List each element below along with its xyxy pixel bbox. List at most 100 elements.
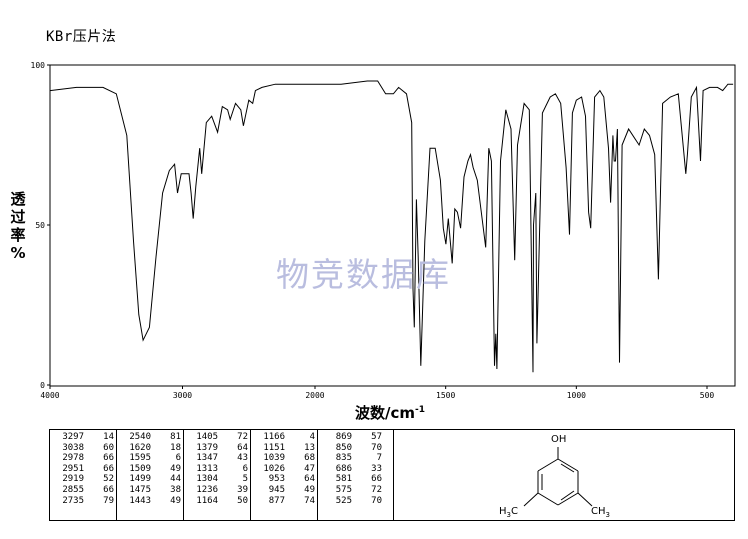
peak-table-divider: [250, 430, 251, 520]
peak-transmittance: 66: [103, 463, 114, 474]
peak-row: 1620 18: [119, 443, 181, 454]
x-axis-label: 波数/cm-1: [355, 402, 425, 423]
plot-frame: [49, 64, 736, 387]
peak-row: 1039 68: [253, 453, 315, 464]
x-axis-ticks: 4000 3000 2000 1500 1000 500: [40, 386, 714, 400]
peak-table-column: 2540 81 1620 18 1595 6 1509 49 1499 44 1475 38 1443 4…: [119, 432, 181, 518]
peak-row: 1313 6: [186, 464, 248, 475]
peak-row: 1443 49: [119, 496, 181, 507]
peak-transmittance: 14: [103, 432, 114, 442]
oh-label: OH: [551, 434, 567, 445]
ring-bond-1: [557, 458, 579, 472]
peak-transmittance: 57: [371, 432, 382, 442]
x-tick-label: 1000: [567, 391, 586, 400]
peak-transmittance: 60: [103, 442, 114, 453]
peak-wavenumber: 3038: [62, 442, 84, 453]
peak-transmittance: 47: [304, 463, 315, 474]
peak-transmittance: 50: [237, 495, 248, 506]
peak-wavenumber: 686: [335, 463, 352, 474]
peak-table-column: 1166 4 1151 13 1039 68 1026 47 953 64 945 49 877 74: [253, 432, 315, 518]
x-axis-label-text: 波数/cm: [355, 404, 416, 422]
x-tick-label: 500: [700, 391, 715, 400]
peak-table-divider: [116, 430, 117, 520]
structure-diagram: [523, 447, 593, 507]
peak-transmittance: 70: [371, 495, 382, 506]
peak-row: 525 70: [320, 496, 382, 507]
peak-wavenumber: 3297: [62, 432, 84, 442]
peak-wavenumber: 877: [268, 495, 285, 506]
peak-row: 686 33: [320, 464, 382, 475]
peak-row: 2540 81: [119, 432, 181, 443]
peak-transmittance: 13: [304, 442, 315, 453]
peak-transmittance: 72: [237, 432, 248, 442]
ring-double-bond-a: [560, 463, 575, 473]
peak-wavenumber: 1304: [196, 474, 218, 485]
peak-wavenumber: 1499: [129, 474, 151, 485]
peak-transmittance: 49: [170, 463, 181, 474]
peak-row: 1499 44: [119, 474, 181, 485]
peak-transmittance: 66: [103, 453, 114, 464]
right-methyl-ch: CH: [591, 506, 606, 517]
spectrum-line: [49, 80, 734, 373]
structure-panel: OH H3C CH3: [393, 430, 736, 520]
peak-row: 575 72: [320, 485, 382, 496]
y-axis-label-char-2: 过: [10, 208, 26, 226]
peak-transmittance: 5: [242, 474, 248, 485]
x-tick-label: 2000: [305, 391, 324, 400]
peak-transmittance: 49: [170, 495, 181, 506]
peak-transmittance: 4: [309, 432, 315, 442]
peak-wavenumber: 2978: [62, 453, 84, 464]
peak-transmittance: 6: [175, 453, 181, 464]
peak-wavenumber: 1379: [196, 442, 218, 453]
peak-transmittance: 52: [103, 474, 114, 485]
peak-wavenumber: 1166: [263, 432, 285, 442]
peak-wavenumber: 581: [335, 474, 352, 485]
peak-transmittance: 81: [170, 432, 181, 442]
ir-spectrum-chart: 4000 3000 2000 1500 1000 500 0 50 100: [31, 61, 736, 400]
peak-row: 1166 4: [253, 432, 315, 443]
peak-wavenumber: 850: [335, 442, 352, 453]
peak-wavenumber: 1236: [196, 484, 218, 495]
peak-wavenumber: 1475: [129, 484, 151, 495]
peak-wavenumber: 945: [268, 484, 285, 495]
peak-table-column: 869 57 850 70 835 7 686 33 581 66 575 72 525 70: [320, 432, 382, 518]
peak-wavenumber: 2540: [129, 432, 151, 442]
peak-row: 1405 72: [186, 432, 248, 443]
peak-transmittance: 18: [170, 442, 181, 453]
peak-wavenumber: 1164: [196, 495, 218, 506]
peak-row: 1347 43: [186, 453, 248, 464]
peak-wavenumber: 835: [335, 453, 352, 464]
peak-transmittance: 43: [237, 453, 248, 464]
peak-table-column: 1405 72 1379 64 1347 43 1313 6 1304 5 1236 39 1164 50: [186, 432, 248, 518]
y-tick-label: 0: [40, 381, 45, 390]
peak-transmittance: 72: [371, 484, 382, 495]
peak-row: 581 66: [320, 474, 382, 485]
peak-row: 1026 47: [253, 464, 315, 475]
peak-row: 1236 39: [186, 485, 248, 496]
peak-wavenumber: 2735: [62, 495, 84, 506]
peak-wavenumber: 1151: [263, 442, 285, 453]
peak-transmittance: 7: [376, 453, 382, 464]
peak-row: 1509 49: [119, 464, 181, 475]
peak-row: 869 57: [320, 432, 382, 443]
spectrum-title: KBr压片法: [46, 29, 117, 45]
left-methyl-c: C: [511, 506, 518, 517]
peak-table: 3297 14 3038 60 2978 66 2951 66 2919 52 2855 66 2735…: [49, 429, 735, 521]
peak-row: 2855 66: [52, 485, 114, 496]
peak-table-divider: [393, 430, 394, 520]
peak-row: 1151 13: [253, 443, 315, 454]
x-tick-label: 4000: [40, 391, 59, 400]
peak-transmittance: 68: [304, 453, 315, 464]
y-axis-ticks: 0 50 100: [31, 61, 50, 390]
peak-transmittance: 64: [237, 442, 248, 453]
peak-transmittance: 79: [103, 495, 114, 506]
peak-row: 850 70: [320, 443, 382, 454]
peak-wavenumber: 2855: [62, 484, 84, 495]
peak-transmittance: 33: [371, 463, 382, 474]
left-methyl-h: H: [499, 506, 507, 517]
peak-wavenumber: 869: [335, 432, 352, 442]
peak-table-column: 3297 14 3038 60 2978 66 2951 66 2919 52 2855 66 2735…: [52, 432, 114, 518]
peak-wavenumber: 2919: [62, 474, 84, 485]
peak-transmittance: 70: [371, 442, 382, 453]
peak-row: 3297 14: [52, 432, 114, 443]
